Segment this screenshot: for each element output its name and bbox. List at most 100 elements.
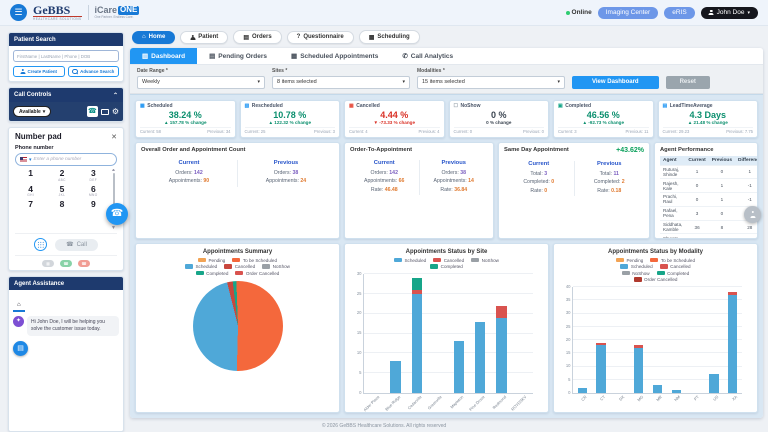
legend-item: Pending <box>197 258 225 263</box>
brand-tagline: HEALTHCARE SOLUTIONS <box>33 16 82 21</box>
tab-patient[interactable]: Patient <box>180 30 229 44</box>
legend-label: NoShow <box>272 264 291 269</box>
phone-number-label: Phone number <box>15 145 54 151</box>
legend-item: Cancelled <box>659 264 691 269</box>
table-row[interactable]: Rafael, Pena303 <box>660 205 757 221</box>
gear-icon[interactable]: ⚙ <box>111 107 119 116</box>
sites-select[interactable]: 8 items selected ▾ <box>272 75 410 89</box>
legend-item: NoShow <box>621 271 650 276</box>
header-divider <box>87 5 89 20</box>
menu-icon[interactable]: ☰ <box>10 4 27 21</box>
create-patient-button[interactable]: Create Patient <box>13 66 65 77</box>
scroll-down-icon[interactable]: ▼ <box>111 225 116 231</box>
tab-scheduling[interactable]: ▦ Scheduling <box>358 30 420 44</box>
overall-count-card: Overall Order and Appointment Count Curr… <box>135 141 340 239</box>
dashboard-icon: ▥ <box>142 53 149 60</box>
phone-icon: ✆ <box>402 53 408 60</box>
gridline <box>573 378 742 380</box>
legend-item: Cancelled <box>224 264 255 269</box>
mute-button[interactable]: ☎ <box>60 260 72 267</box>
y-tick-label: 5 <box>568 376 571 382</box>
close-icon[interactable]: ✕ <box>111 133 117 141</box>
chevron-down-icon[interactable]: ▾ <box>29 156 32 163</box>
legend-swatch <box>224 264 233 269</box>
gridline <box>364 273 533 274</box>
tab-orders[interactable]: ▤ Orders <box>233 30 282 44</box>
table-row[interactable]: Ruturaj, Shinde 1 0 1 <box>660 164 757 179</box>
key-9[interactable]: 9 <box>90 199 96 209</box>
legend-swatch <box>615 257 624 263</box>
table-row[interactable]: Rajesh, Kale 0 1 -1 <box>660 178 757 193</box>
clipboard-button[interactable]: ▤ <box>13 341 28 356</box>
monitor-icon[interactable] <box>100 108 109 115</box>
cancelled-icon: ▦ <box>349 103 354 109</box>
availability-dropdown[interactable]: Available ▾ <box>13 106 52 117</box>
scroll-up-icon[interactable]: ▲ <box>111 169 116 173</box>
key-1[interactable]: 1 <box>28 169 34 178</box>
x-tick-label: Redmond <box>490 394 507 411</box>
subtab-pending-orders[interactable]: ▤ Pending Orders <box>209 52 268 61</box>
bar-segment <box>727 292 738 295</box>
keypad-scrollbar[interactable] <box>112 173 115 207</box>
table-row[interactable]: Prachi, Raul 0 1 -1 <box>660 192 757 207</box>
key-5[interactable]: 5 JKL <box>58 183 66 197</box>
legend-label: To be Scheduled <box>242 257 278 263</box>
legend-swatch <box>656 270 665 276</box>
home-tab-icon[interactable]: ⌂ <box>13 301 25 312</box>
dialpad-toggle-button[interactable] <box>34 238 48 251</box>
chevron-down-icon: ▾ <box>257 79 260 85</box>
eris-button[interactable]: eRIS <box>664 6 695 19</box>
y-tick-label: 35 <box>565 297 571 303</box>
imaging-center-button[interactable]: Imaging Center <box>597 6 659 19</box>
user-menu-button[interactable]: John Doe ▾ <box>700 6 758 19</box>
reset-button[interactable]: Reset <box>665 75 710 89</box>
bar-segment <box>496 317 507 393</box>
call-controls-header[interactable]: Call Controls ⌃ <box>9 88 123 102</box>
gridline <box>364 332 533 334</box>
key-3[interactable]: 3 DEF <box>89 169 98 182</box>
number-pad-panel: Number pad ✕ Phone number ▾ Enter a phon… <box>8 127 124 271</box>
legend-swatch <box>620 264 629 269</box>
us-flag-icon <box>20 157 27 162</box>
bar-segment <box>496 305 507 318</box>
y-tick-label: 40 <box>565 283 571 289</box>
x-tick-label: CT <box>598 394 607 402</box>
key-4[interactable]: 4 GHI <box>27 183 35 197</box>
kpi-change: ▼ -73.33 % change <box>373 120 416 125</box>
legend-swatch <box>195 270 204 276</box>
pie-chart <box>192 280 283 371</box>
legend-label: Completed <box>667 270 690 276</box>
profile-fab[interactable] <box>744 206 761 223</box>
subtab-call-analytics[interactable]: ✆ Call Analytics <box>402 52 454 61</box>
end-call-button[interactable]: ☎ <box>78 260 90 267</box>
legend-swatch <box>184 264 193 269</box>
x-tick-label: Greenville <box>427 394 444 411</box>
call-fab[interactable]: ☎ <box>106 203 128 225</box>
gridline <box>573 325 742 327</box>
advance-search-button[interactable]: Advance Search <box>67 66 119 77</box>
x-tick-label: Blue Ridge <box>383 394 402 412</box>
key-7[interactable]: 7 <box>28 199 34 209</box>
date-range-select[interactable]: Weekly ▾ <box>137 75 265 89</box>
chevron-up-icon[interactable]: ⌃ <box>112 92 118 99</box>
view-dashboard-button[interactable]: View Dashboard <box>572 75 659 89</box>
table-row[interactable]: Siddhata, Kamble 36 8 28 <box>660 219 757 234</box>
modalities-select[interactable]: 15 items selected ▾ <box>417 75 565 89</box>
gridline <box>573 352 742 354</box>
table-row[interactable]: Shweta, Sambhaji1028 <box>660 233 757 238</box>
chevron-down-icon: ▾ <box>402 79 405 85</box>
search-icon <box>72 68 78 75</box>
patient-search-input[interactable]: FirstName | LastName | Phone | DOB <box>13 50 119 62</box>
subtab-scheduled-appointments[interactable]: ▦ Scheduled Appointments <box>291 52 379 61</box>
key-2[interactable]: 2 ABC <box>58 169 66 182</box>
hold-button[interactable]: ▦ <box>42 260 54 267</box>
subtab-dashboard[interactable]: ▥ Dashboard <box>130 48 198 64</box>
key-8[interactable]: 8 <box>59 199 65 209</box>
key-6[interactable]: 6 MNO <box>89 183 98 197</box>
y-tick-label: 0 <box>359 389 362 395</box>
phone-number-input[interactable]: ▾ Enter a phone number <box>15 153 117 166</box>
call-button[interactable]: ☎ Call <box>55 238 98 251</box>
phone-icon[interactable]: ☎ <box>86 106 98 117</box>
tab-questionnaire[interactable]: ? Questionnaire <box>286 30 354 44</box>
tab-home[interactable]: ⌂ Home <box>132 30 176 44</box>
